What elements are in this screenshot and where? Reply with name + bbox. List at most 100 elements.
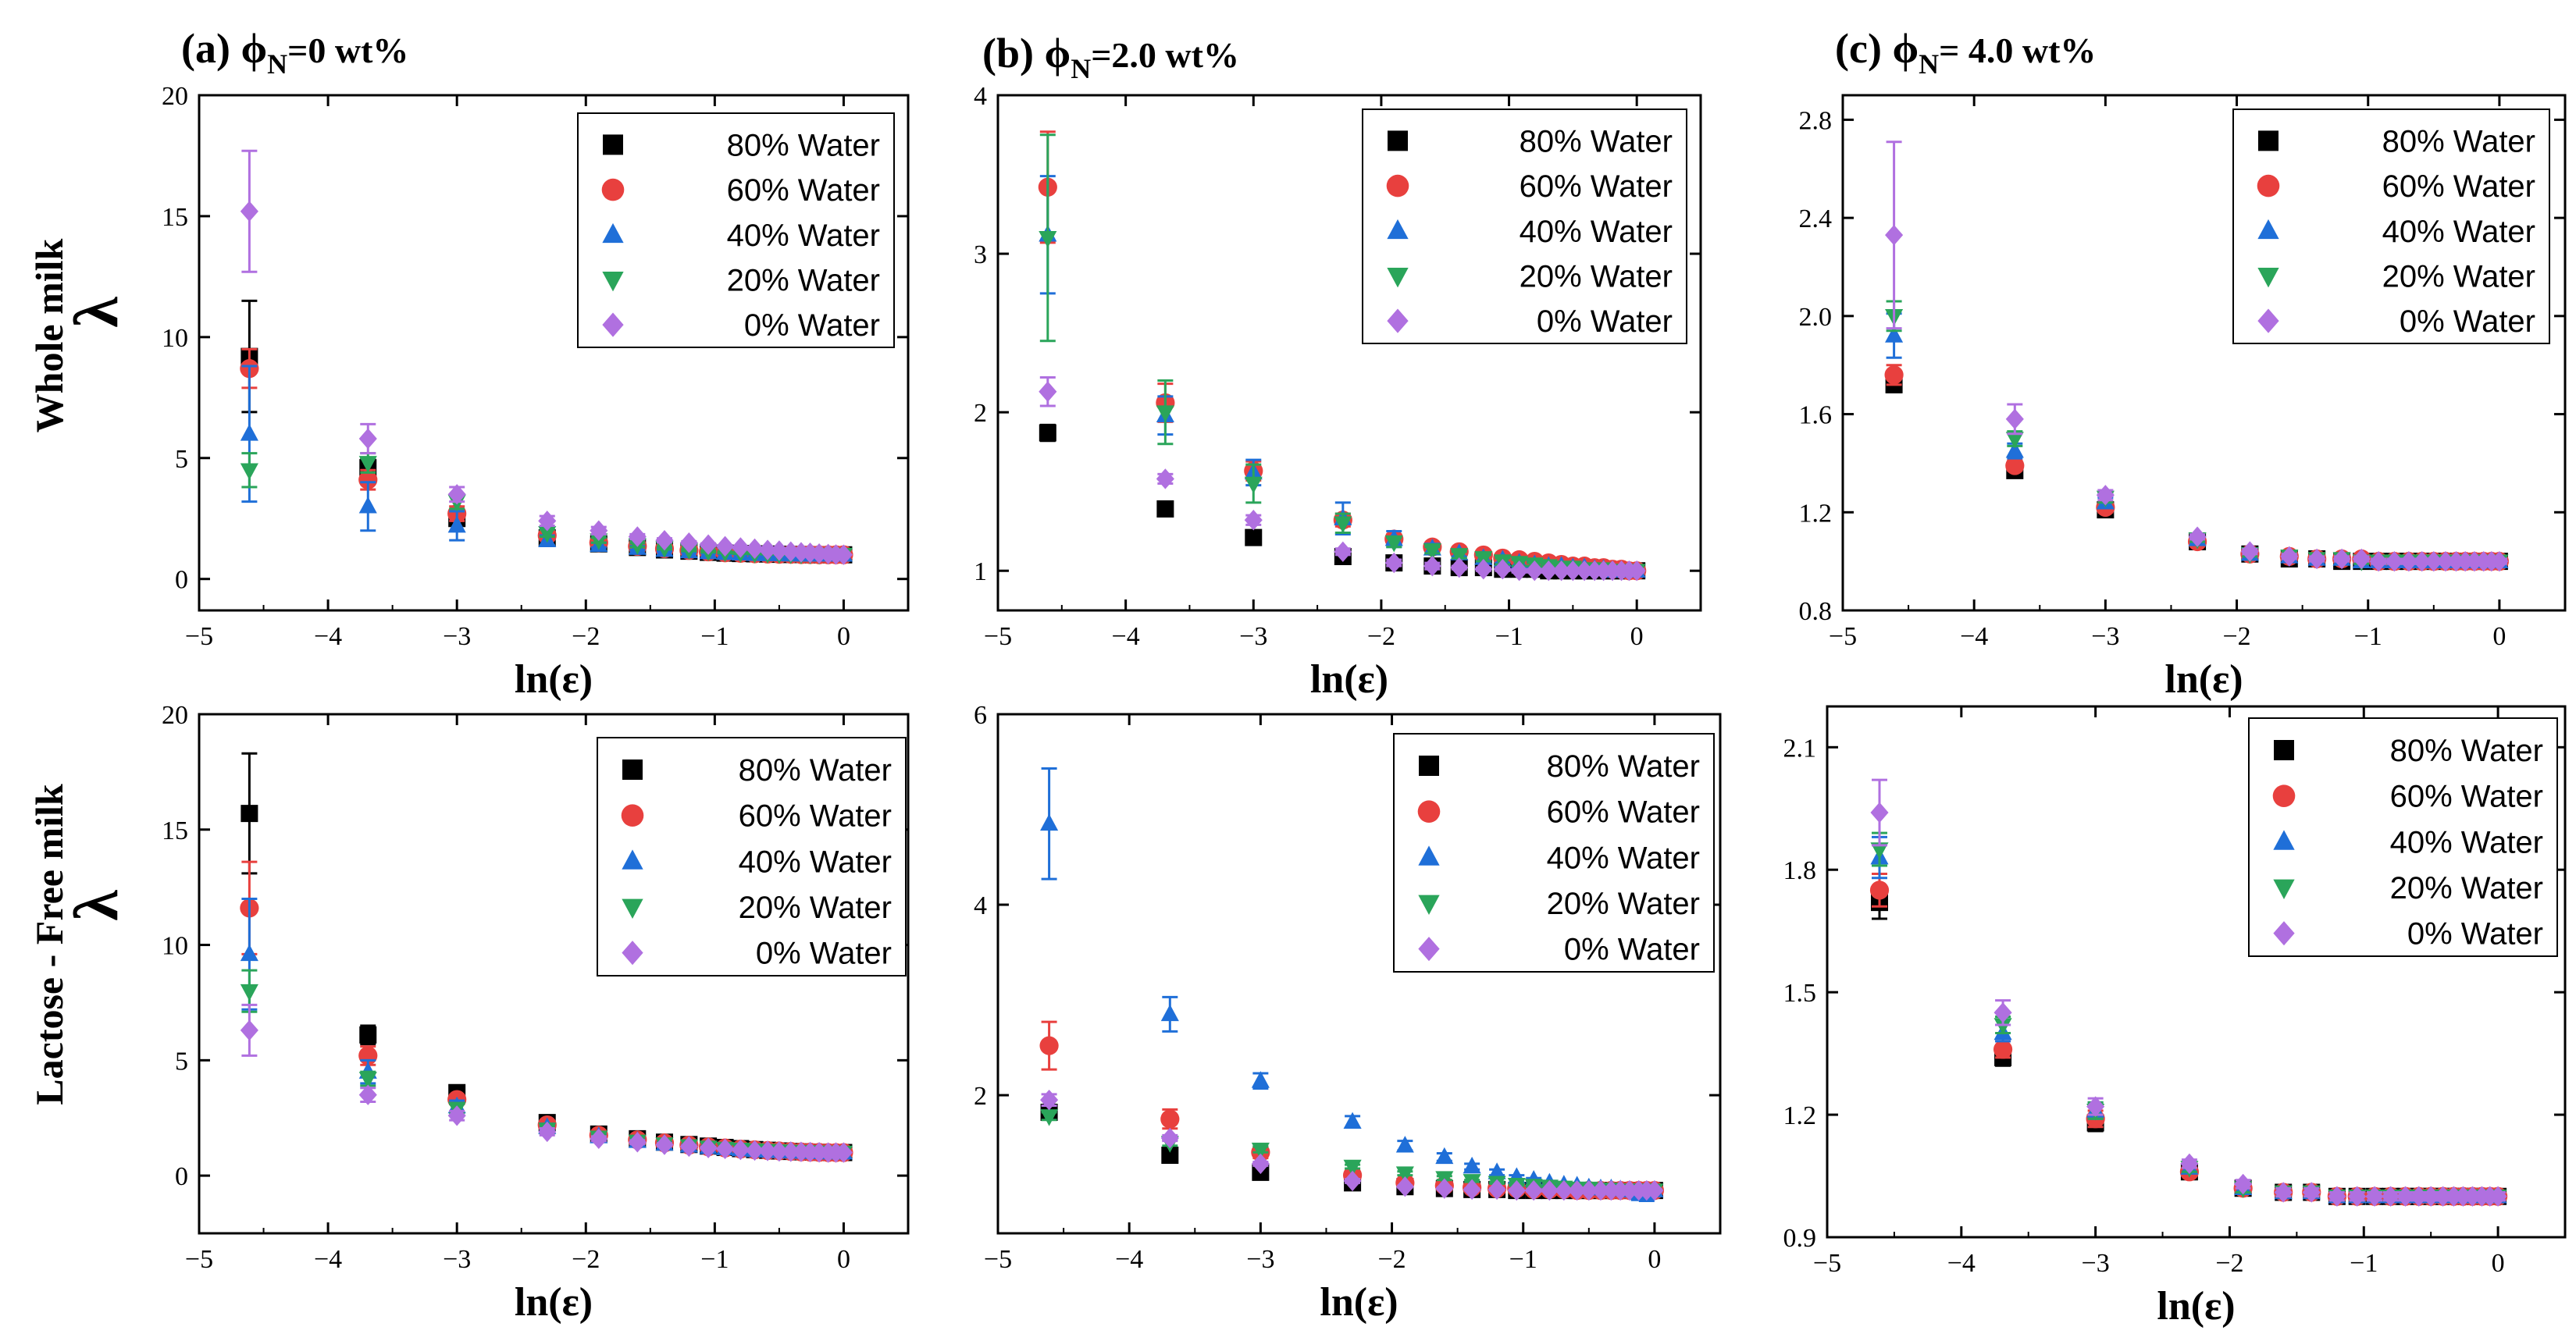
x-tick-label: −3 xyxy=(1246,1245,1274,1274)
column-title-b: (b) ϕN=2.0 wt% xyxy=(982,30,1239,84)
legend-label: 0% Water xyxy=(2400,304,2535,339)
data-point xyxy=(2005,408,2024,430)
x-tick-label: −4 xyxy=(314,622,342,651)
y-tick-label: 10 xyxy=(162,324,188,353)
series-0-water xyxy=(1870,778,2507,1207)
data-point xyxy=(1580,1179,1598,1201)
x-tick-label: −4 xyxy=(1115,1245,1143,1274)
legend-label: 40% Water xyxy=(1547,841,1700,875)
column-title-c: (c) ϕN= 4.0 wt% xyxy=(1835,25,2096,80)
plot-frame xyxy=(996,713,1722,1235)
data-point xyxy=(2240,541,2259,562)
data-point xyxy=(1040,1089,1059,1111)
data-point xyxy=(834,1142,853,1163)
data-point xyxy=(1039,424,1056,442)
data-point xyxy=(1493,559,1512,580)
data-point xyxy=(2421,1186,2440,1207)
y-tick-label: 0.9 xyxy=(1783,1224,1817,1253)
y-tick-label: 2.4 xyxy=(1799,205,1833,233)
data-point xyxy=(1161,1146,1179,1164)
data-point xyxy=(1885,224,1904,246)
legend: 80% Water 60% Water 40% Water 20% Water 0% W… xyxy=(597,737,907,976)
data-point xyxy=(1525,560,1544,582)
data-point xyxy=(1343,1170,1362,1192)
x-tick-label: 0 xyxy=(837,1245,850,1274)
legend-label: 40% Water xyxy=(739,845,892,879)
data-point xyxy=(1510,560,1529,582)
x-tick-label: −4 xyxy=(314,1245,342,1274)
legend-marker xyxy=(621,804,644,827)
x-tick-label: −5 xyxy=(1829,622,1857,651)
panel-a-top: −5 −4 −3 −2 −1 0 0 5 10 15 20 ln(ε) 80% Water 60% Wat… xyxy=(162,82,910,702)
data-point xyxy=(2005,456,2025,475)
panel-b-bottom: −5 −4 −3 −2 −1 0 2 4 6 ln(ε) 80% Water 60% Water 40%… xyxy=(974,701,1722,1325)
y-tick-label: 0 xyxy=(175,566,188,595)
data-point xyxy=(240,984,258,1001)
legend-label: 20% Water xyxy=(1547,887,1700,921)
data-point xyxy=(1620,1179,1639,1201)
data-point xyxy=(1156,468,1174,489)
data-point xyxy=(770,1140,789,1162)
x-axis-label: ln(ε) xyxy=(515,1280,593,1325)
data-point xyxy=(1488,1162,1506,1179)
legend-marker xyxy=(601,178,625,201)
data-point xyxy=(1885,325,1904,343)
data-point xyxy=(2369,550,2388,572)
data-point xyxy=(2302,1182,2321,1203)
data-point xyxy=(2096,485,2115,506)
legend-label: 80% Water xyxy=(2390,734,2543,768)
data-point xyxy=(1575,560,1594,582)
data-point xyxy=(1552,560,1571,582)
legend-marker xyxy=(622,941,643,966)
y-tick-label: 0 xyxy=(175,1162,188,1191)
legend-box xyxy=(597,737,907,976)
series-0-water xyxy=(1039,375,1646,582)
data-point xyxy=(782,1141,800,1162)
data-point xyxy=(731,1139,750,1161)
legend-label: 60% Water xyxy=(739,799,892,834)
data-point xyxy=(716,535,735,557)
x-tick-label: 0 xyxy=(1648,1245,1661,1274)
x-tick-label: −4 xyxy=(1960,622,1988,651)
legend-label: 60% Water xyxy=(727,173,880,208)
data-point xyxy=(2465,550,2484,572)
data-point xyxy=(1395,1176,1414,1197)
legend-marker xyxy=(2273,921,2295,946)
y-tick-label: 10 xyxy=(162,932,188,961)
data-point xyxy=(1869,880,1890,900)
legend-marker xyxy=(2272,784,2296,808)
legend-label: 20% Water xyxy=(2390,871,2543,905)
data-point xyxy=(358,496,377,514)
data-point xyxy=(1993,1018,2012,1035)
legend-marker xyxy=(622,898,643,919)
data-point xyxy=(1334,541,1352,563)
data-point xyxy=(359,1026,377,1044)
data-point xyxy=(2086,1096,2105,1117)
legend-label: 60% Water xyxy=(1520,169,1673,204)
y-tick-label: 5 xyxy=(175,1047,188,1076)
data-point xyxy=(2396,1186,2415,1207)
x-tick-label: −3 xyxy=(443,1245,471,1274)
data-point xyxy=(699,534,718,555)
x-tick-label: −2 xyxy=(1367,622,1395,651)
y-tick-label: 4 xyxy=(974,82,987,111)
x-tick-label: −3 xyxy=(443,622,471,651)
series-0-water xyxy=(1885,141,2509,572)
data-point xyxy=(1160,1127,1179,1149)
data-point xyxy=(2365,1186,2384,1207)
x-tick-label: −5 xyxy=(185,622,213,651)
legend-label: 0% Water xyxy=(1537,304,1673,339)
legend-box xyxy=(2248,717,2558,957)
legend-marker xyxy=(2273,830,2295,850)
y-tick-label: 1.5 xyxy=(1783,979,1817,1008)
data-point xyxy=(1870,802,1889,824)
plot-frame xyxy=(1826,705,2567,1239)
x-axis-label: ln(ε) xyxy=(2164,657,2243,702)
y-tick-label: 3 xyxy=(974,240,987,269)
data-point xyxy=(758,539,777,560)
data-point xyxy=(1591,1179,1610,1201)
column-title-a: (a) ϕN=0 wt% xyxy=(181,25,408,80)
legend-label: 40% Water xyxy=(1520,215,1673,249)
